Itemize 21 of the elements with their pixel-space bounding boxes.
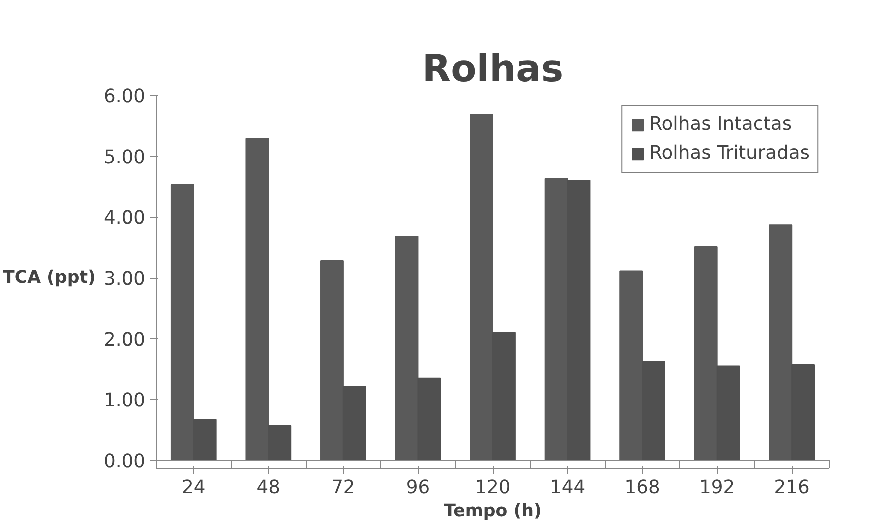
y-tick-label: 5.00 xyxy=(104,147,146,168)
legend-label: Rolhas Intactas xyxy=(650,114,792,135)
y-tick-label: 4.00 xyxy=(104,208,146,230)
y-tick-label: 2.00 xyxy=(104,330,146,351)
x-axis-title: Tempo (h) xyxy=(444,502,542,522)
x-tick-label: 96 xyxy=(406,478,430,498)
x-tick-label: 144 xyxy=(550,478,586,498)
y-tick-label: 6.00 xyxy=(104,86,146,108)
x-tick-label: 120 xyxy=(475,478,511,498)
x-tick-label: 24 xyxy=(182,478,206,498)
chart-title: Rolhas xyxy=(422,46,564,90)
y-tick-label: 0.00 xyxy=(104,452,146,472)
y-tick-label: 1.00 xyxy=(104,390,146,412)
x-tick-label: 216 xyxy=(774,478,810,498)
x-tick-label: 168 xyxy=(624,478,660,498)
legend-label: Rolhas Trituradas xyxy=(650,143,810,164)
x-tick-label: 48 xyxy=(256,478,281,498)
y-axis-title: TCA (ppt) xyxy=(3,268,96,288)
y-tick-label: 3.00 xyxy=(104,269,146,290)
x-tick-label: 72 xyxy=(332,478,356,498)
x-tick-label: 192 xyxy=(700,478,736,498)
